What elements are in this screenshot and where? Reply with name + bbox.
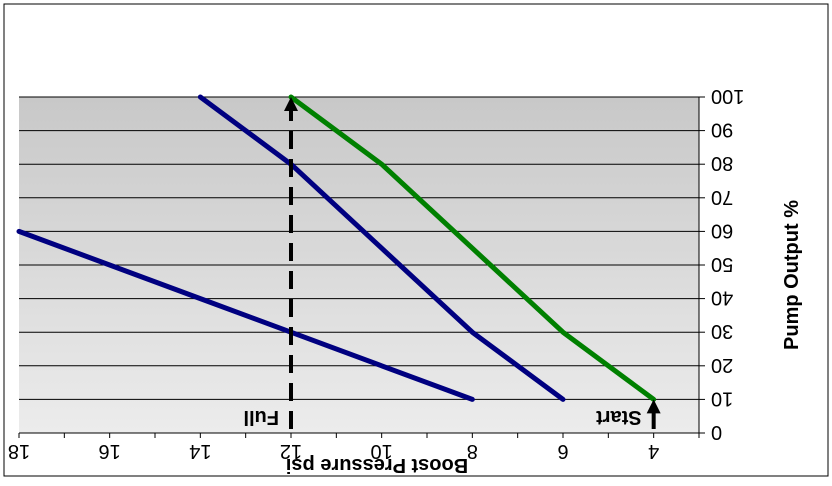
y-tick-label: 70: [711, 186, 733, 208]
y-axis-title: Pump Output %: [781, 200, 803, 350]
x-tick-label: 10: [371, 440, 393, 462]
y-tick-label: 80: [711, 152, 733, 174]
x-tick-label: 6: [557, 440, 568, 462]
x-tick-label: 14: [189, 440, 211, 462]
y-tick-label: 90: [711, 119, 733, 141]
x-tick-label: 18: [8, 440, 30, 462]
x-tick-label: 8: [467, 440, 478, 462]
arrowhead-start: [646, 399, 661, 414]
y-tick-label: 0: [711, 421, 722, 443]
y-tick-label: 50: [711, 253, 733, 275]
y-tick-label: 40: [711, 287, 733, 309]
x-tick-label: 4: [648, 440, 659, 462]
annotation-label-start: Start: [596, 406, 642, 428]
x-axis-title: Boost Pressure psi: [286, 454, 468, 476]
annotation-label-full: Full: [243, 406, 279, 428]
x-tick-label: 12: [280, 440, 302, 462]
y-tick-label: 30: [711, 320, 733, 342]
arrowhead-full: [284, 97, 298, 111]
y-tick-label: 10: [711, 387, 733, 409]
y-tick-label: 60: [711, 219, 733, 241]
y-tick-label: 20: [711, 354, 733, 376]
y-tick-label: 100: [711, 85, 744, 107]
series-line-1: [288, 94, 657, 402]
x-tick-label: 16: [99, 440, 121, 462]
series-line-2: [197, 94, 566, 402]
series-line-3: [16, 228, 475, 402]
